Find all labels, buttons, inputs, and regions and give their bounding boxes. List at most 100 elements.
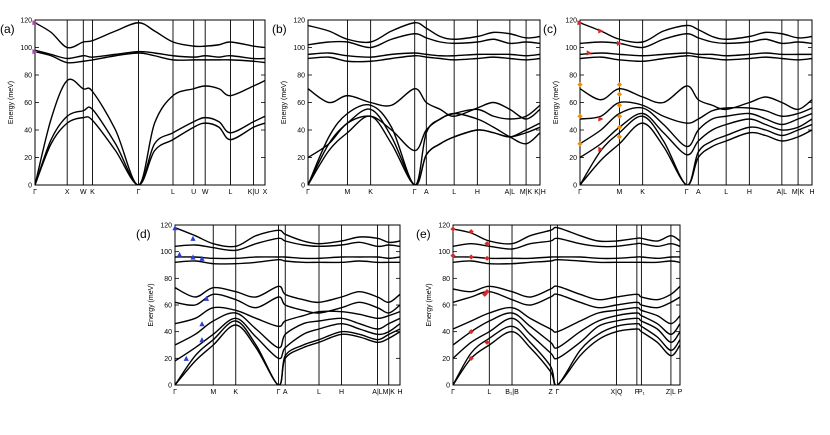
y-tick-label: 80 [297,73,305,80]
band-line-O1 [35,50,265,64]
band-line-B9 [453,256,680,260]
band-line-O1 [308,55,540,63]
panel-label: (d) [136,227,151,241]
data-marker [598,146,604,152]
band-line-LO1 [308,112,540,159]
y-tick-label: 80 [442,276,450,283]
kpoint-label: M|K [792,189,805,196]
kpoint-label: Γ [578,189,582,196]
y-axis-label: Energy (meV) [553,81,560,124]
band-line-B8 [453,258,680,265]
band-line-B10 [175,237,400,252]
kpoint-label: F [635,389,639,396]
kpoint-label: Γ [173,389,177,396]
panel-label: (a) [0,22,15,36]
data-marker [176,251,183,257]
kpoint-label: Γ [33,189,37,196]
data-marker [577,141,583,147]
y-axis-label: Energy (meV) [426,283,433,326]
data-marker [577,113,583,119]
kpoint-label: A|L [372,389,382,396]
kpoint-label: X|Q [610,389,622,396]
band-line-LO2 [308,88,540,120]
band-line-B5 [453,306,680,333]
kpoint-label: U [191,189,196,196]
band-line-B1 [175,324,400,385]
y-tick-label: 40 [24,128,32,135]
data-marker [468,254,474,260]
panel-label: (b) [272,22,287,36]
band-line-O3 [35,22,265,49]
y-tick-label: 120 [160,223,172,230]
data-marker [484,289,490,295]
band-line-B6 [175,293,400,314]
band-line-B2 [580,115,812,185]
y-axis-label: Energy (meV) [8,81,15,124]
kpoint-label: Z|L [666,389,676,396]
band-line-B11 [453,226,680,245]
data-marker [577,20,583,26]
kpoint-label: L [317,389,321,396]
y-tick-label: 60 [24,100,32,107]
data-marker [199,255,205,261]
band-line-B3 [175,317,400,362]
kpoint-label: L [487,389,491,396]
band-line-B1 [453,328,680,385]
kpoint-label: A [696,189,701,196]
band-line-TA1 [35,116,265,185]
band-line-O4 [308,22,540,44]
kpoint-label: P [678,389,683,396]
data-marker [616,91,623,97]
y-tick-label: 100 [293,45,305,52]
kpoint-label: H [475,189,480,196]
band-line-B4 [175,312,400,349]
kpoint-label: Γ [137,189,141,196]
y-tick-label: 60 [442,303,450,310]
data-marker [616,124,623,130]
data-marker [450,253,456,259]
kpoint-label: A [283,389,288,396]
y-tick-label: 0 [573,183,577,190]
data-marker [616,82,623,88]
data-marker [616,102,623,108]
y-tick-label: 20 [442,356,450,363]
band-line-B4 [580,106,812,148]
data-marker [482,291,488,297]
band-group [580,22,812,185]
band-line-B5 [580,101,812,124]
kpoint-label: L [229,189,233,196]
kpoint-label: K [90,189,95,196]
kpoint-label: M [617,189,623,196]
y-tick-label: 0 [301,183,305,190]
y-tick-label: 120 [565,18,577,25]
kpoint-label: A [424,189,429,196]
data-marker [468,355,474,361]
kpoint-label: Γ [685,189,689,196]
y-tick-label: 0 [168,383,172,390]
y-tick-label: 20 [569,155,577,162]
y-tick-label: 60 [569,100,577,107]
kpoint-label: A|L [777,189,787,196]
y-tick-label: 100 [20,45,32,52]
kpoint-label: L [171,189,175,196]
band-line-B1 [580,122,812,185]
y-tick-label: 60 [164,303,172,310]
data-marker [616,113,623,119]
band-line-B11 [175,227,400,248]
kpoint-label: M|K [383,389,396,396]
y-tick-label: 100 [438,249,450,256]
panel-label: (c) [543,22,557,36]
band-line-TA2 [35,106,265,185]
band-line-B8 [580,52,812,57]
data-marker [32,20,38,26]
band-group [175,227,400,385]
kpoint-label: W [202,189,209,196]
data-marker [199,321,205,327]
kpoint-label: L [724,189,728,196]
band-line-B9 [175,256,400,260]
band-line-O3 [308,33,540,49]
kpoint-label: H [747,189,752,196]
plot-frame [452,224,681,386]
